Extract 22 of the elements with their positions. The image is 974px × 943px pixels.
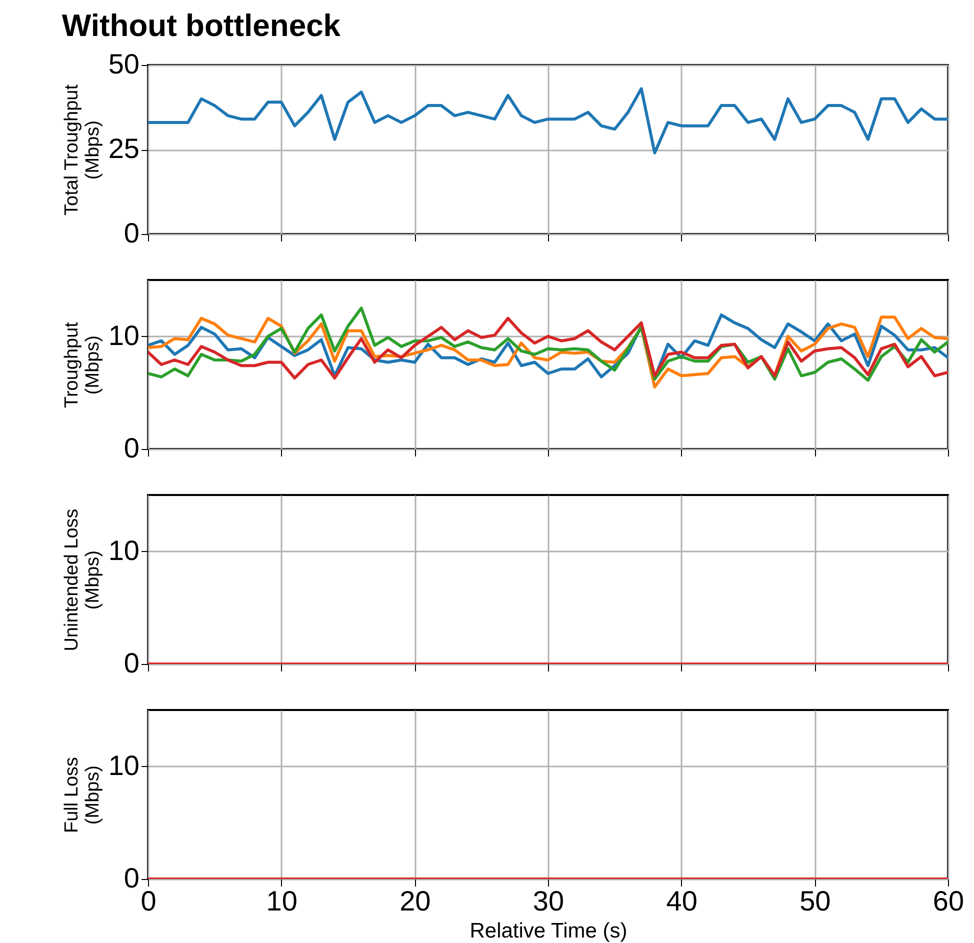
- y-axis-title: Full Loss (Mbps): [61, 756, 104, 834]
- chart-title: Without bottleneck: [62, 8, 342, 43]
- x-tick-label: 40: [666, 886, 698, 916]
- y-axis-title: Troughput (Mbps): [61, 321, 104, 408]
- y-tick-label: 10: [108, 534, 140, 566]
- x-tick-label: 10: [266, 886, 298, 916]
- y-tick-label: 0: [124, 432, 140, 464]
- line-series: [148, 87, 948, 154]
- y-tick-label: 25: [108, 133, 140, 164]
- y-tick-label: 10: [108, 320, 140, 351]
- y-tick-label: 50: [108, 48, 140, 80]
- x-tick-label: 50: [800, 886, 831, 916]
- y-axis-title: Total Troughput (Mbps): [61, 84, 104, 216]
- y-tick-label: 0: [124, 218, 140, 248]
- x-tick-label: 20: [400, 886, 431, 916]
- y-tick-label: 10: [108, 750, 140, 781]
- x-axis-title: Relative Time (s): [470, 920, 628, 942]
- y-axis-title: Unintended Loss (Mbps): [61, 508, 104, 652]
- x-tick-label: 60: [932, 886, 964, 916]
- y-tick-label: 0: [124, 862, 140, 894]
- x-tick-label: 30: [532, 886, 564, 916]
- y-tick-label: 0: [124, 648, 140, 678]
